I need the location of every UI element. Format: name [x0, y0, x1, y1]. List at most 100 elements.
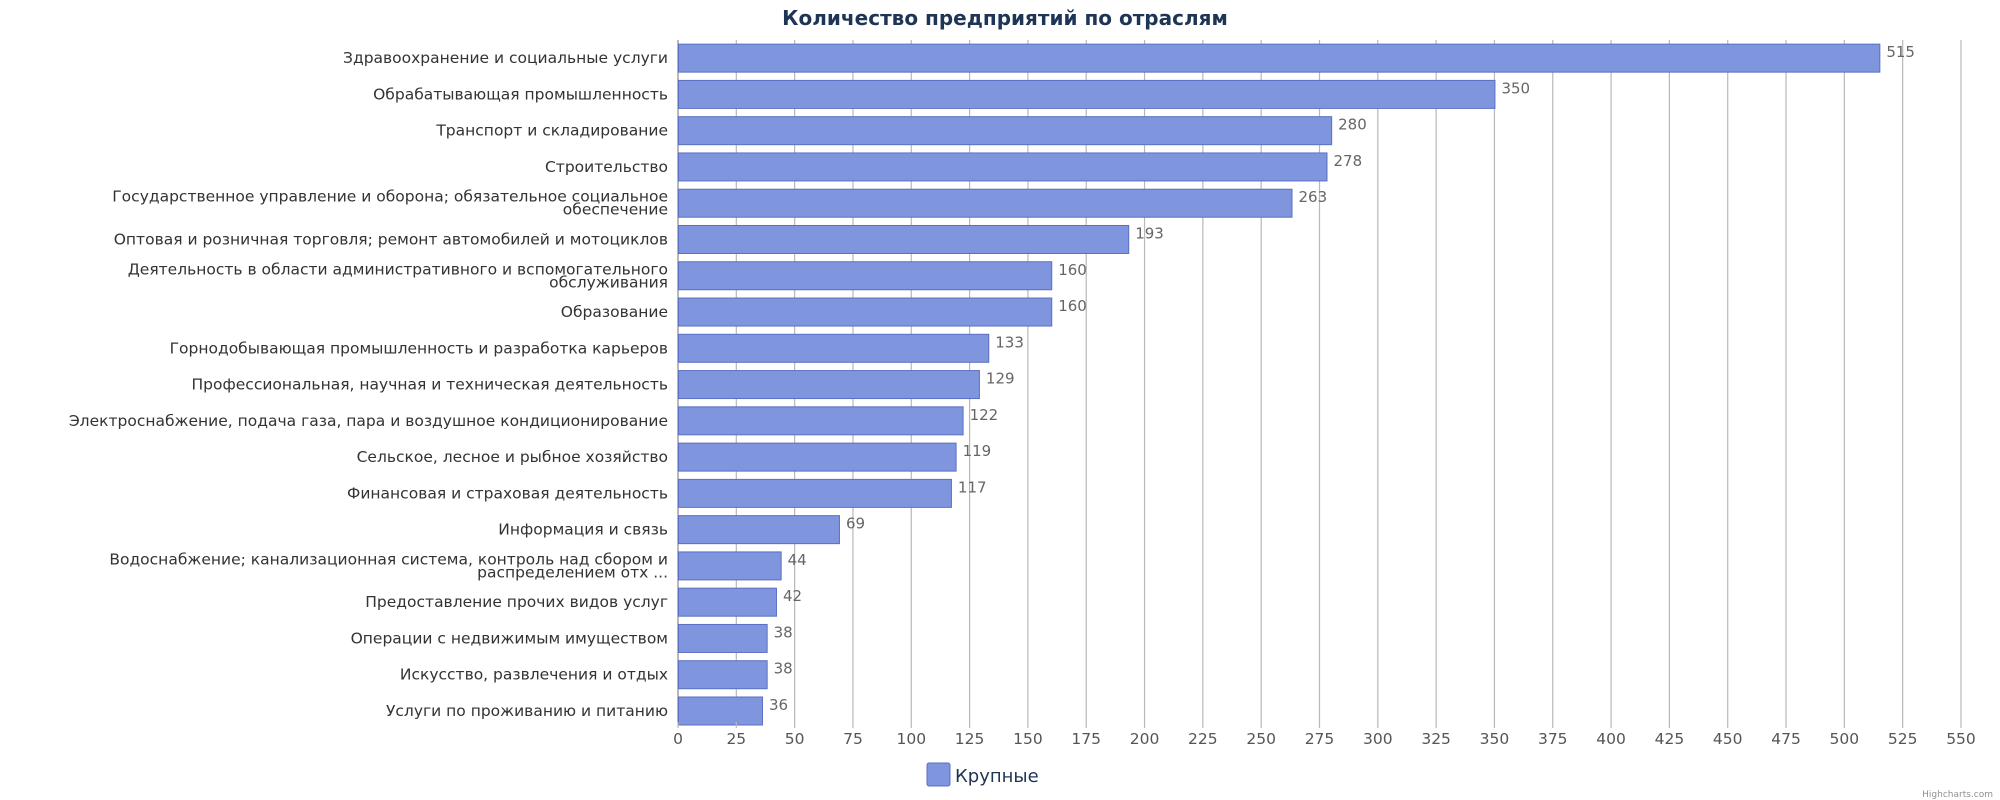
x-tick-label: 275: [1305, 730, 1335, 748]
data-label: 133: [995, 333, 1024, 351]
x-tick-label: 500: [1830, 730, 1860, 748]
chart-title: Количество предприятий по отраслям: [782, 6, 1228, 30]
x-tick-label: 475: [1771, 730, 1801, 748]
bar[interactable]: [678, 442, 957, 472]
data-label: 38: [774, 623, 793, 641]
data-label: 278: [1333, 152, 1362, 170]
x-tick-label: 200: [1130, 730, 1160, 748]
data-label: 36: [769, 696, 788, 714]
data-label: 160: [1058, 261, 1087, 279]
bar[interactable]: [678, 515, 840, 545]
category-label: Здравоохранение и социальные услуги: [343, 49, 668, 67]
category-label: Государственное управление и оборона; об…: [112, 188, 668, 219]
bar[interactable]: [678, 116, 1333, 146]
category-label: Электроснабжение, подача газа, пара и во…: [69, 412, 668, 430]
category-label: Финансовая и страховая деятельность: [347, 484, 668, 502]
x-tick-label: 50: [785, 730, 805, 748]
category-label-line: Деятельность в области административного…: [128, 260, 668, 278]
category-label: Сельское, лесное и рыбное хозяйство: [357, 448, 668, 466]
category-labels: Здравоохранение и социальные услуги Обраб…: [69, 49, 668, 720]
x-tick-label: 125: [955, 730, 985, 748]
data-label: 350: [1501, 79, 1530, 97]
x-tick-label: 550: [1946, 730, 1976, 748]
category-label-line: Электроснабжение, подача газа, пара и во…: [69, 412, 668, 430]
data-label: 122: [970, 406, 999, 424]
data-label: 69: [846, 515, 865, 533]
category-label: Горнодобывающая промышленность и разрабо…: [170, 339, 668, 357]
bar[interactable]: [678, 551, 782, 581]
bar[interactable]: [678, 370, 980, 400]
x-tick-label: 0: [673, 730, 683, 748]
legend-swatch[interactable]: [926, 762, 951, 787]
bars-layer: 515 350 280 278 263 193 160 160 133 129 122 119 117 6…: [678, 43, 1915, 726]
category-label-line: Искусство, развлечения и отдых: [400, 666, 668, 684]
legend-label[interactable]: Крупные: [955, 766, 1039, 787]
x-tick-label: 75: [843, 730, 863, 748]
bar[interactable]: [678, 224, 1130, 254]
category-label: Оптовая и розничная торговля; ремонт авт…: [114, 230, 668, 248]
bar[interactable]: [678, 696, 763, 726]
x-tick-label: 175: [1071, 730, 1101, 748]
category-label: Информация и связь: [498, 521, 668, 539]
category-label: Услуги по проживанию и питанию: [386, 702, 668, 720]
bar[interactable]: [678, 261, 1053, 291]
x-axis-ticks: 0 25 50 75 100 125 150 175 200 225 250 275 300 325 350…: [673, 722, 1976, 748]
category-label-line: Образование: [561, 303, 668, 321]
data-label: 263: [1299, 188, 1328, 206]
x-tick-label: 450: [1713, 730, 1743, 748]
data-label: 119: [963, 442, 992, 460]
bar[interactable]: [678, 188, 1293, 218]
category-label-line: Сельское, лесное и рыбное хозяйство: [357, 448, 668, 466]
data-label: 117: [958, 478, 987, 496]
bar[interactable]: [678, 43, 1881, 73]
x-tick-label: 250: [1246, 730, 1276, 748]
category-label-line: Профессиональная, научная и техническая …: [192, 376, 668, 394]
x-tick-label: 425: [1655, 730, 1685, 748]
category-label-line: Финансовая и страховая деятельность: [347, 484, 668, 502]
category-label-line: Горнодобывающая промышленность и разрабо…: [170, 339, 668, 357]
category-label-line: Операции с недвижимым имуществом: [351, 629, 668, 647]
bar[interactable]: [678, 623, 768, 653]
bar[interactable]: [678, 406, 964, 436]
category-label-line: Здравоохранение и социальные услуги: [343, 49, 668, 67]
bar[interactable]: [678, 587, 777, 617]
x-tick-label: 25: [726, 730, 746, 748]
bar[interactable]: [678, 660, 768, 690]
category-label-line: Предоставление прочих видов услуг: [365, 593, 668, 611]
bar[interactable]: [678, 152, 1328, 182]
bar[interactable]: [678, 297, 1053, 327]
legend[interactable]: Крупные: [926, 762, 1039, 787]
data-label: 160: [1058, 297, 1087, 315]
category-label: Строительство: [545, 158, 668, 176]
data-label: 515: [1886, 43, 1915, 61]
category-label-line: обслуживания: [549, 273, 668, 291]
x-tick-label: 150: [1013, 730, 1043, 748]
data-label: 129: [986, 370, 1015, 388]
data-label: 44: [788, 551, 807, 569]
category-label: Предоставление прочих видов услуг: [365, 593, 668, 611]
category-label-line: Обрабатывающая промышленность: [373, 85, 668, 103]
x-tick-label: 375: [1538, 730, 1568, 748]
bar[interactable]: [678, 333, 990, 363]
category-label: Обрабатывающая промышленность: [373, 85, 668, 103]
category-label-line: Водоснабжение; канализационная система, …: [109, 550, 668, 568]
category-label: Операции с недвижимым имуществом: [351, 629, 668, 647]
credits[interactable]: Highcharts.com: [1922, 790, 1993, 800]
category-label-line: Государственное управление и оборона; об…: [112, 188, 668, 206]
bar[interactable]: [678, 478, 952, 508]
x-tick-label: 100: [896, 730, 926, 748]
bar[interactable]: [678, 79, 1496, 109]
category-label-line: Транспорт и складирование: [435, 122, 668, 140]
data-label: 280: [1338, 116, 1367, 134]
data-label: 193: [1135, 224, 1164, 242]
x-tick-label: 525: [1888, 730, 1918, 748]
category-label-line: распределением отх ...: [477, 563, 668, 581]
category-label: Деятельность в области административного…: [128, 260, 668, 291]
category-label: Профессиональная, научная и техническая …: [192, 376, 668, 394]
category-label: Водоснабжение; канализационная система, …: [109, 550, 668, 581]
x-tick-label: 325: [1421, 730, 1451, 748]
category-label: Искусство, развлечения и отдых: [400, 666, 668, 684]
category-label-line: Оптовая и розничная торговля; ремонт авт…: [114, 230, 668, 248]
category-label-line: Информация и связь: [498, 521, 668, 539]
